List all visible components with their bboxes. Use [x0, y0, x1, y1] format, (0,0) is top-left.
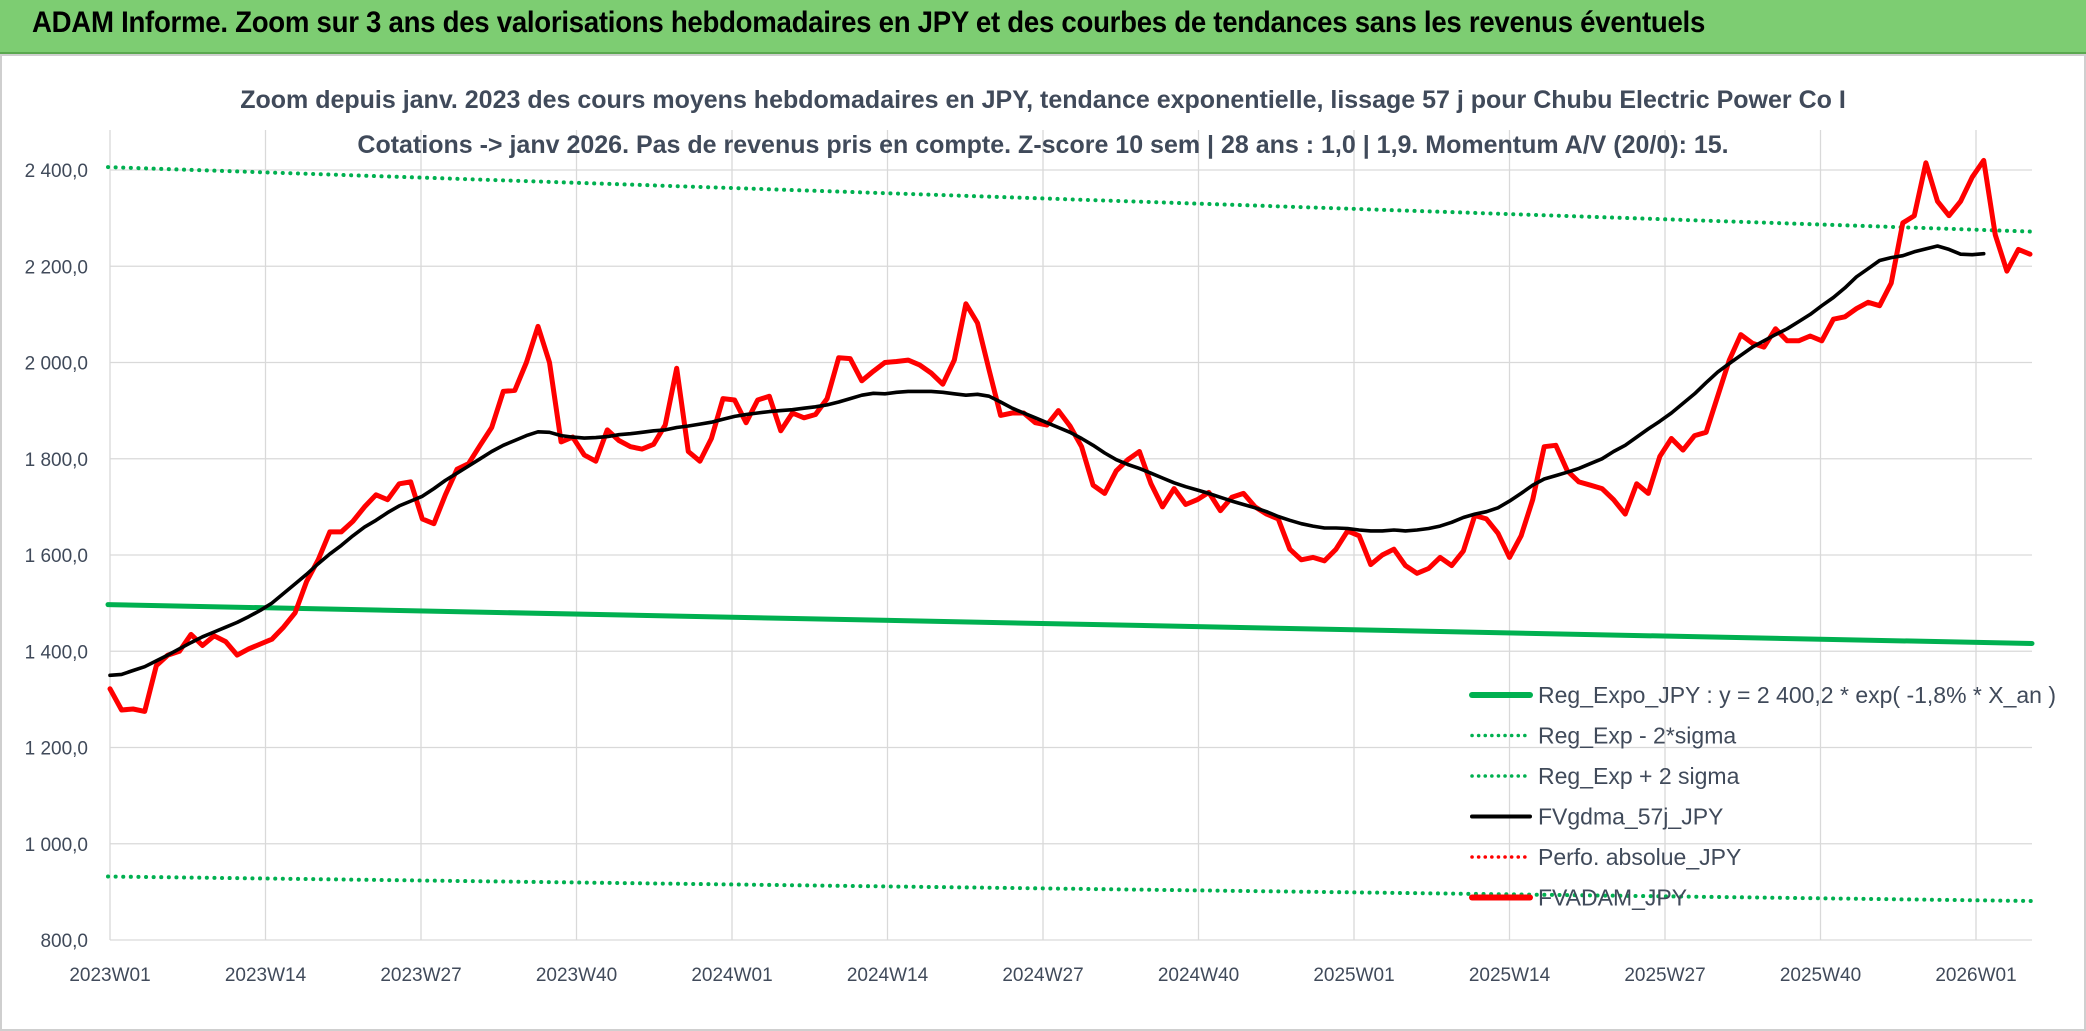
x-tick-label: 2023W27: [380, 965, 461, 986]
x-tick-label: 2024W27: [1002, 965, 1083, 986]
series-line-fvadam: [107, 157, 2033, 714]
y-tick-label: 2 000,0: [25, 354, 88, 375]
x-tick-label: 2024W01: [691, 965, 772, 986]
legend-item-lower-sigma: Reg_Exp - 2*sigma: [1538, 723, 1736, 749]
y-tick-label: 800,0: [40, 931, 88, 952]
legend-item-gdma: FVgdma_57j_JPY: [1538, 804, 1723, 830]
y-tick-label: 1 200,0: [25, 739, 88, 760]
series-line-gdma: [108, 244, 1986, 678]
report-banner: ADAM Informe. Zoom sur 3 ans des valoris…: [0, 0, 2086, 54]
legend-item-reg-expo: Reg_Expo_JPY : y = 2 400,2 * exp( -1,8% …: [1538, 682, 2056, 708]
x-tick-label: 2025W01: [1313, 965, 1394, 986]
x-tick-label: 2026W01: [1935, 965, 2016, 986]
gridlines: [109, 130, 2032, 941]
series-line-lower-sigma: [106, 874, 2034, 903]
chart-title: Zoom depuis janv. 2023 des cours moyens …: [240, 86, 1846, 114]
x-tick-label: 2024W14: [847, 965, 929, 986]
chart-subtitle: Cotations -> janv 2026. Pas de revenus p…: [357, 131, 1728, 159]
y-tick-label: 1 000,0: [25, 835, 88, 856]
chart-frame: [0, 54, 2086, 1031]
y-tick-label: 2 200,0: [25, 257, 88, 278]
x-tick-label: 2025W27: [1624, 965, 1705, 986]
legend-item-perf: Perfo. absolue_JPY: [1538, 844, 1741, 870]
y-tick-label: 1 800,0: [25, 450, 88, 471]
x-tick-label: 2023W14: [225, 965, 307, 986]
series-line-reg-expo: [105, 602, 2035, 646]
x-tick-label: 2023W01: [69, 965, 150, 986]
report-title: ADAM Informe. Zoom sur 3 ans des valoris…: [32, 6, 1706, 39]
x-tick-label: 2023W40: [536, 965, 617, 986]
series-lines: [105, 157, 2035, 903]
x-tick-label: 2024W40: [1158, 965, 1239, 986]
legend-item-upper-sigma: Reg_Exp + 2 sigma: [1538, 763, 1740, 789]
y-tick-label: 1 600,0: [25, 546, 88, 567]
legend: Reg_Expo_JPY : y = 2 400,2 * exp( -1,8% …: [1469, 682, 2056, 911]
x-tick-label: 2025W40: [1780, 965, 1861, 986]
legend-item-fvadam: FVADAM_JPY: [1538, 885, 1687, 911]
y-tick-label: 2 400,0: [25, 161, 88, 182]
x-tick-label: 2025W14: [1469, 965, 1551, 986]
axis-ticks: 2 400,0 2 200,0 2 000,0 1 800,0 1 600,0 1 400…: [25, 161, 2017, 986]
y-tick-label: 1 400,0: [25, 642, 88, 663]
series-line-upper-sigma: [106, 165, 2034, 234]
